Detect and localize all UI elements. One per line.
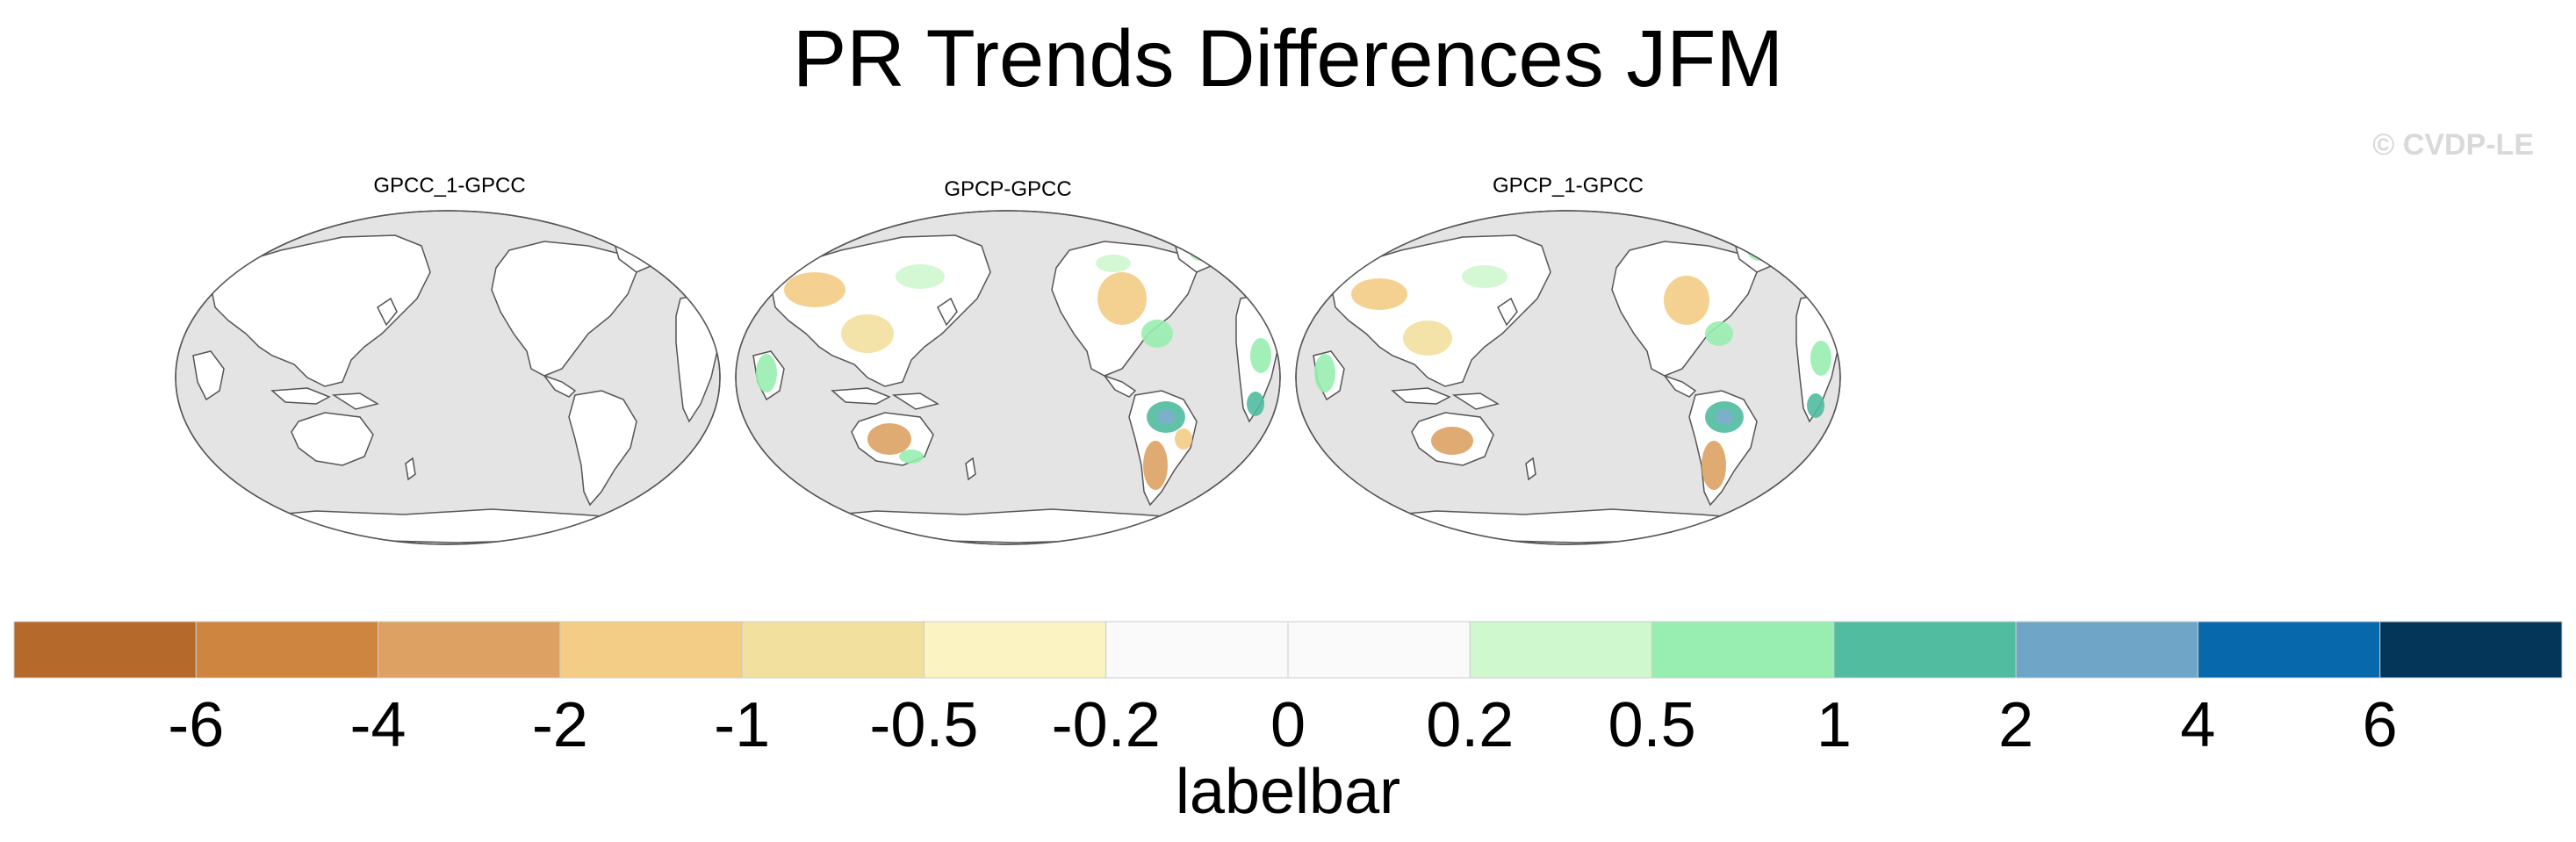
figure-title: PR Trends Differences JFM: [792, 14, 1784, 104]
labelbar-box: [1287, 621, 1471, 679]
labelbar-tick-label: 4: [2180, 690, 2216, 760]
map-panel-1: [175, 210, 721, 545]
labelbar-tick-label: 1: [1816, 690, 1852, 760]
map-panel-3: [1295, 210, 1841, 545]
labelbar-box: [13, 621, 197, 679]
labelbar-title: labelbar: [1175, 757, 1401, 827]
labelbar-tick-label: -4: [349, 690, 407, 760]
labelbar-tick-label: -0.2: [1051, 690, 1161, 760]
labelbar-tick-label: 6: [2362, 690, 2398, 760]
labelbar-tick-label: -6: [168, 690, 225, 760]
labelbar-box: [1469, 621, 1653, 679]
labelbar-tick-label: -2: [531, 690, 588, 760]
labelbar: [13, 621, 2563, 679]
labelbar-box: [378, 621, 561, 679]
labelbar-tick-label: 2: [1998, 690, 2034, 760]
labelbar-box: [195, 621, 379, 679]
labelbar-box: [559, 621, 743, 679]
labelbar-box: [1651, 621, 1835, 679]
labelbar-box: [1833, 621, 2017, 679]
labelbar-tick-label: 0.2: [1426, 690, 1515, 760]
panel-title-1: GPCC_1-GPCC: [373, 174, 526, 198]
labelbar-box: [741, 621, 925, 679]
labelbar-box: [2015, 621, 2198, 679]
panel-title-3: GPCP_1-GPCC: [1492, 174, 1644, 198]
map-panel-2: [735, 210, 1281, 545]
panel-title-2: GPCP-GPCC: [944, 177, 1072, 201]
watermark: © CVDP-LE: [2372, 128, 2534, 162]
labelbar-tick-label: -1: [714, 690, 771, 760]
labelbar-tick-label: 0.5: [1608, 690, 1696, 760]
labelbar-tick-label: 0: [1270, 690, 1306, 760]
labelbar-box: [2379, 621, 2563, 679]
labelbar-box: [923, 621, 1107, 679]
labelbar-box: [1105, 621, 1289, 679]
labelbar-tick-label: -0.5: [869, 690, 979, 760]
labelbar-box: [2197, 621, 2381, 679]
